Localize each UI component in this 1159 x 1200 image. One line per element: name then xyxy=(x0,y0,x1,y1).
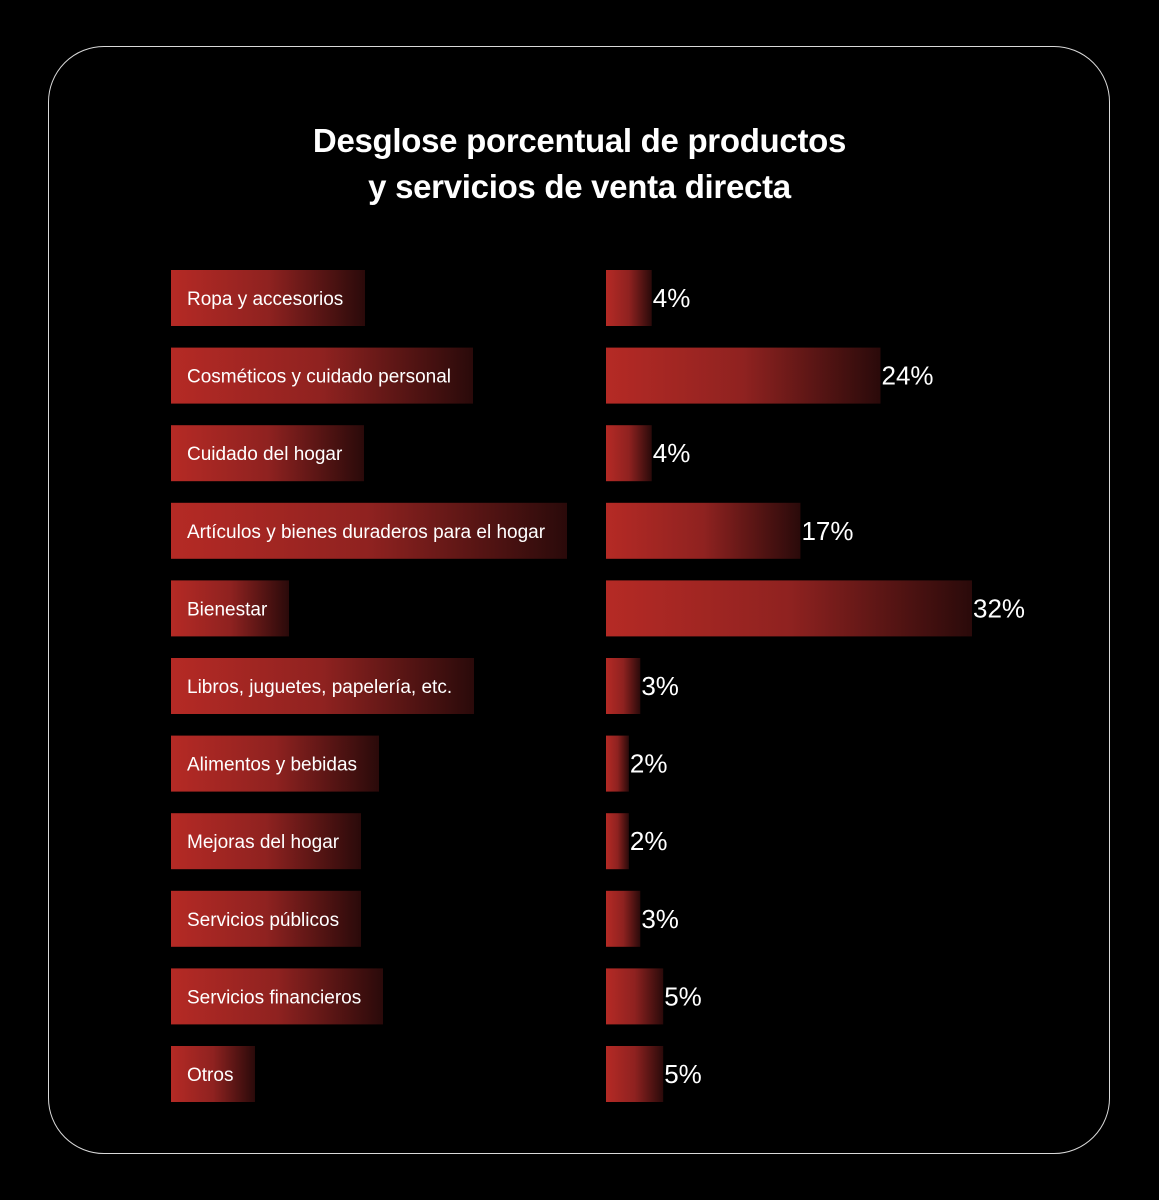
category-label-background xyxy=(171,1046,255,1102)
category-label: Cuidado del hogar xyxy=(187,444,343,465)
data-label: 4% xyxy=(653,438,691,468)
bar xyxy=(606,580,972,637)
category-label-background xyxy=(171,735,379,792)
category-label: Mejoras del hogar xyxy=(187,832,340,853)
category-label-background xyxy=(171,890,361,947)
category-label: Bienestar xyxy=(187,599,268,620)
value-bars: 4% 24% 4% 17% 32% 3% 2% 2% 3% 5% 5% xyxy=(606,270,1025,1102)
chart-title: Desglose porcentual de productos y servi… xyxy=(0,118,1159,210)
category-label-background xyxy=(171,347,473,404)
data-label: 3% xyxy=(641,904,679,934)
category-label: Libros, juguetes, papelería, etc. xyxy=(187,677,452,698)
bar xyxy=(606,425,652,482)
data-label: 17% xyxy=(801,516,853,546)
category-label: Servicios públicos xyxy=(187,910,339,931)
category-label: Alimentos y bebidas xyxy=(187,755,357,776)
category-label: Ropa y accesorios xyxy=(187,289,343,310)
category-label-background xyxy=(171,425,364,482)
bar xyxy=(606,658,641,714)
category-label: Cosméticos y cuidado personal xyxy=(187,367,451,388)
bar xyxy=(606,502,801,559)
bar xyxy=(606,890,641,947)
category-label-background xyxy=(171,658,474,714)
data-label: 4% xyxy=(653,283,691,313)
category-label-background xyxy=(171,968,383,1025)
chart-title-line-2: y servicios de venta directa xyxy=(368,168,791,205)
bar xyxy=(606,347,881,404)
data-label: 32% xyxy=(973,593,1025,623)
data-label: 2% xyxy=(630,826,668,856)
data-label: 2% xyxy=(630,749,668,779)
category-label-background xyxy=(171,813,361,870)
bar xyxy=(606,813,629,870)
data-label: 5% xyxy=(664,1059,702,1089)
bar xyxy=(606,270,652,326)
data-label: 5% xyxy=(664,981,702,1011)
bar xyxy=(606,968,664,1025)
data-label: 3% xyxy=(641,671,679,701)
category-label-bars: Ropa y accesorios Cosméticos y cuidado pe… xyxy=(171,270,567,1102)
bar xyxy=(606,1046,664,1102)
category-label-background xyxy=(171,580,289,637)
bar xyxy=(606,735,629,792)
category-label: Otros xyxy=(187,1065,233,1086)
category-label-background xyxy=(171,502,567,559)
category-label-background xyxy=(171,270,365,326)
category-label: Servicios financieros xyxy=(187,987,361,1008)
category-label: Artículos y bienes duraderos para el hog… xyxy=(187,522,546,543)
chart-title-line-1: Desglose porcentual de productos xyxy=(312,122,847,159)
data-label: 24% xyxy=(882,361,934,391)
